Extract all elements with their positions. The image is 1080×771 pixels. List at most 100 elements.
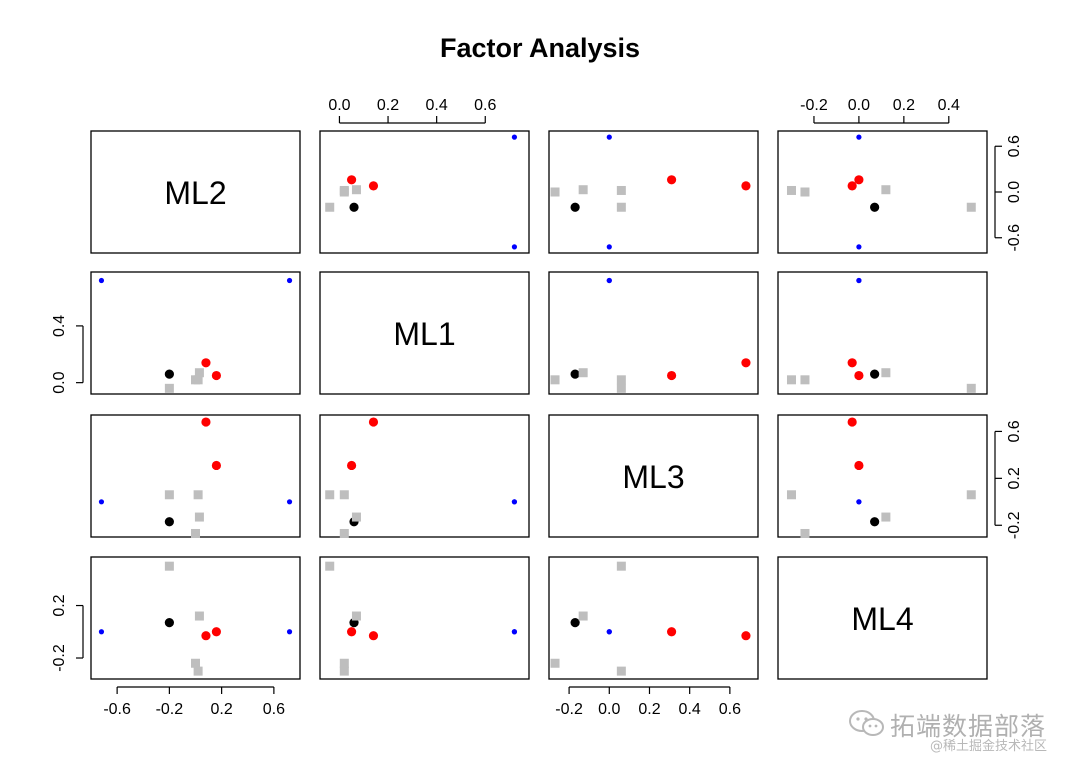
data-point-4 — [346, 627, 357, 637]
panel-ML4-vs-ML1 — [319, 556, 530, 680]
panel-ML2-vs-ML1 — [319, 130, 530, 254]
axis-right-ML2: -0.6 0.0 0.6 — [994, 135, 1023, 252]
data-point-7 — [194, 611, 204, 621]
data-point-5 — [164, 617, 174, 628]
axes-layer: 0.0 0.2 0.4 0.6 -0.2 0.0 0.2 0.4-0.6 -0.2 0.2 0.6-… — [51, 97, 1023, 718]
tick-label: 0.2 — [1006, 467, 1023, 489]
watermark-main-text: 拓端数据部落 — [890, 712, 1047, 741]
data-point-7 — [881, 368, 891, 378]
data-point-2 — [511, 499, 518, 505]
panel-frame — [548, 556, 759, 680]
data-point-6 — [164, 490, 174, 500]
tick-label: 0.6 — [474, 97, 496, 114]
data-point-3 — [368, 181, 379, 191]
tick-label: 0.4 — [51, 315, 68, 337]
panel-frame — [777, 414, 988, 538]
data-point-9 — [800, 375, 810, 385]
data-point-7 — [351, 185, 361, 195]
data-point-1 — [98, 277, 105, 284]
data-point-2 — [511, 629, 518, 635]
tick-label: 0.6 — [1006, 420, 1023, 442]
data-point-2 — [856, 277, 862, 284]
data-point-3 — [847, 417, 857, 427]
tick-label: 0.2 — [377, 97, 399, 114]
data-point-5 — [870, 369, 880, 379]
axis-top-ML1: 0.0 0.2 0.4 0.6 — [328, 97, 496, 124]
data-point-4 — [346, 460, 357, 471]
data-point-8 — [616, 375, 626, 385]
tick-label: -0.2 — [156, 701, 184, 718]
data-point-4 — [211, 460, 221, 471]
tick-label: 0.0 — [848, 97, 870, 114]
data-point-6 — [616, 202, 626, 212]
panel-frame — [90, 271, 301, 395]
data-point-2 — [286, 629, 293, 635]
data-point-3 — [847, 181, 857, 191]
data-point-6 — [164, 383, 174, 393]
data-point-7 — [578, 185, 588, 195]
data-point-7 — [881, 185, 891, 195]
panel-ML2-vs-ML2: ML2 — [90, 130, 301, 254]
data-point-7 — [578, 611, 588, 621]
data-point-8 — [193, 490, 203, 500]
data-point-2 — [606, 134, 612, 140]
variable-label-ML3: ML3 — [622, 459, 684, 495]
data-point-8 — [193, 666, 203, 676]
panel-ML4-vs-ML4: ML4 — [777, 556, 988, 680]
tick-label: 0.6 — [1006, 135, 1023, 157]
wechat-icon — [849, 710, 884, 736]
panel-frame — [319, 271, 530, 395]
tick-label: -0.2 — [555, 701, 583, 718]
data-point-8 — [339, 666, 349, 676]
axis-left-ML1: 0.0 0.4 — [51, 315, 84, 394]
axis-bottom-ML3: -0.2 0.0 0.2 0.4 0.6 — [555, 686, 741, 718]
data-point-7 — [194, 368, 204, 378]
data-point-8 — [616, 666, 626, 676]
panel-frame — [777, 556, 988, 680]
data-point-1 — [511, 244, 518, 250]
tick-label: 0.6 — [263, 701, 285, 718]
data-point-1 — [856, 244, 862, 250]
tick-label: 0.6 — [719, 701, 741, 718]
tick-label: 0.0 — [51, 371, 68, 393]
data-point-4 — [854, 175, 864, 185]
panel-ML3-vs-ML4 — [777, 414, 988, 538]
data-point-3 — [741, 358, 751, 368]
data-point-1 — [606, 244, 612, 250]
data-point-6 — [164, 561, 174, 571]
data-point-3 — [201, 417, 211, 427]
chart-title: Factor Analysis — [440, 33, 640, 63]
panel-ML4-vs-ML2 — [90, 556, 301, 680]
data-point-9 — [550, 187, 560, 197]
tick-label: 0.2 — [51, 594, 68, 616]
data-point-8 — [786, 490, 796, 500]
tick-label: 0.2 — [638, 701, 660, 718]
panel-frame — [777, 271, 988, 395]
data-point-6 — [616, 383, 626, 393]
data-point-9 — [339, 528, 349, 538]
data-point-9 — [800, 187, 810, 197]
panel-frame — [319, 556, 530, 680]
panel-ML1-vs-ML3 — [548, 271, 759, 395]
data-point-8 — [786, 185, 796, 195]
data-point-9 — [339, 658, 349, 668]
panel-ML2-vs-ML3 — [548, 130, 759, 254]
data-point-8 — [339, 490, 349, 500]
data-point-8 — [616, 185, 626, 195]
axis-left-ML4: -0.2 0.2 — [51, 594, 84, 672]
data-point-2 — [606, 629, 612, 635]
data-point-4 — [854, 370, 864, 381]
data-point-1 — [98, 629, 105, 635]
axis-top-ML4: -0.2 0.0 0.2 0.4 — [800, 97, 960, 124]
tick-label: 0.0 — [598, 701, 620, 718]
data-point-3 — [201, 358, 211, 368]
variable-label-ML4: ML4 — [851, 601, 913, 637]
data-point-5 — [570, 369, 580, 379]
panel-ML4-vs-ML3 — [548, 556, 759, 680]
tick-label: -0.2 — [51, 644, 68, 672]
panel-ML2-vs-ML4 — [777, 130, 988, 254]
data-point-5 — [570, 617, 580, 628]
data-point-6 — [325, 202, 335, 212]
data-point-2 — [606, 277, 612, 284]
data-point-9 — [550, 375, 560, 385]
